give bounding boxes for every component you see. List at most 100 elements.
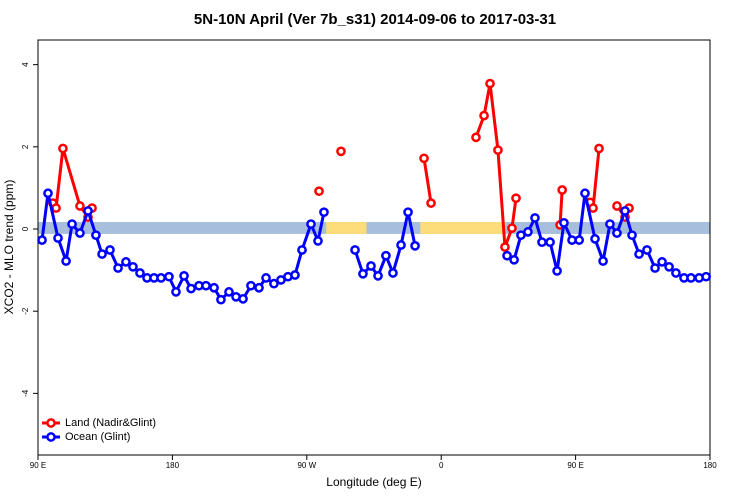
data-point bbox=[171, 287, 181, 297]
highlight-range bbox=[420, 222, 506, 234]
data-point bbox=[410, 241, 420, 251]
data-point bbox=[121, 257, 131, 267]
data-point bbox=[164, 271, 174, 282]
data-point bbox=[545, 237, 555, 248]
data-point bbox=[319, 207, 329, 218]
data-point bbox=[426, 198, 436, 208]
data-point bbox=[179, 271, 189, 281]
data-point bbox=[67, 219, 77, 229]
data-point bbox=[336, 146, 346, 157]
data-point bbox=[605, 219, 615, 229]
x-tick-label: 90 W bbox=[297, 461, 316, 470]
data-point bbox=[559, 217, 569, 228]
y-axis-label: XCO2 - MLO trend (ppm) bbox=[2, 180, 16, 315]
data-point bbox=[502, 250, 512, 261]
data-point bbox=[128, 261, 138, 272]
data-point bbox=[552, 266, 562, 276]
data-point bbox=[664, 261, 674, 272]
data-point bbox=[612, 201, 622, 211]
data-point bbox=[594, 143, 604, 154]
data-point bbox=[91, 230, 101, 241]
x-axis-label: Longitude (deg E) bbox=[326, 475, 421, 489]
data-point bbox=[238, 294, 248, 304]
data-point bbox=[186, 283, 196, 294]
data-point bbox=[396, 240, 406, 250]
data-point bbox=[620, 206, 630, 216]
data-point bbox=[500, 242, 510, 252]
data-point bbox=[216, 294, 226, 305]
data-point bbox=[381, 250, 391, 261]
data-point bbox=[485, 78, 495, 89]
x-tick-label: 180 bbox=[166, 461, 180, 470]
data-point bbox=[701, 271, 711, 282]
data-point bbox=[261, 273, 271, 283]
data-point bbox=[75, 228, 85, 238]
data-point bbox=[201, 280, 211, 291]
y-tick-label: 2 bbox=[21, 144, 30, 149]
data-point bbox=[590, 234, 600, 244]
y-tick-label: 0 bbox=[21, 226, 30, 231]
data-point bbox=[598, 256, 608, 266]
data-point bbox=[314, 186, 324, 197]
data-point bbox=[51, 203, 61, 213]
data-point bbox=[686, 273, 696, 283]
legend-marker bbox=[46, 432, 56, 442]
x-tick-label: 90 E bbox=[30, 461, 46, 470]
highlight-range bbox=[326, 222, 367, 234]
data-point bbox=[246, 280, 256, 291]
data-point bbox=[350, 245, 360, 255]
data-point bbox=[61, 256, 71, 266]
data-point bbox=[479, 110, 489, 121]
data-point bbox=[650, 263, 660, 273]
data-point bbox=[297, 245, 307, 255]
data-point bbox=[224, 287, 234, 297]
data-point bbox=[493, 145, 503, 155]
data-point bbox=[156, 273, 166, 283]
data-point bbox=[58, 143, 68, 154]
plot-frame bbox=[37, 39, 711, 456]
legend-label: Ocean (Glint) bbox=[65, 431, 130, 443]
data-point bbox=[358, 268, 368, 279]
data-point bbox=[306, 219, 316, 229]
data-point bbox=[507, 223, 517, 234]
data-point bbox=[75, 201, 85, 211]
data-point bbox=[523, 227, 533, 237]
data-point bbox=[209, 282, 219, 293]
data-point bbox=[290, 270, 300, 280]
data-point bbox=[574, 235, 585, 245]
data-point bbox=[627, 230, 637, 241]
data-point bbox=[509, 254, 519, 265]
data-point bbox=[135, 268, 145, 278]
y-tick-label: -2 bbox=[21, 307, 30, 315]
data-point bbox=[634, 249, 644, 259]
data-point bbox=[537, 237, 547, 248]
data-point bbox=[557, 185, 568, 195]
data-point bbox=[612, 228, 622, 238]
series-line bbox=[40, 191, 707, 302]
data-point bbox=[43, 188, 53, 199]
y-tick-label: 4 bbox=[21, 62, 30, 67]
data-point bbox=[642, 245, 652, 255]
data-point bbox=[313, 236, 323, 246]
data-point bbox=[580, 188, 590, 199]
data-point bbox=[588, 203, 598, 213]
data-point bbox=[471, 132, 481, 143]
x-tick-label: 180 bbox=[703, 461, 717, 470]
data-point bbox=[254, 282, 264, 293]
data-point bbox=[388, 268, 398, 278]
x-tick-label: 90 E bbox=[567, 461, 583, 470]
data-point bbox=[366, 261, 376, 271]
data-point bbox=[403, 207, 413, 218]
reference-band bbox=[38, 222, 710, 234]
data-point bbox=[269, 278, 279, 289]
data-point bbox=[657, 257, 667, 267]
data-point bbox=[671, 268, 681, 278]
y-tick-label: -4 bbox=[21, 389, 30, 397]
data-point bbox=[419, 153, 429, 164]
data-point bbox=[105, 245, 115, 255]
data-point bbox=[53, 233, 63, 243]
data-point bbox=[511, 193, 521, 204]
x-tick-label: 0 bbox=[439, 461, 444, 470]
data-point bbox=[97, 249, 107, 259]
